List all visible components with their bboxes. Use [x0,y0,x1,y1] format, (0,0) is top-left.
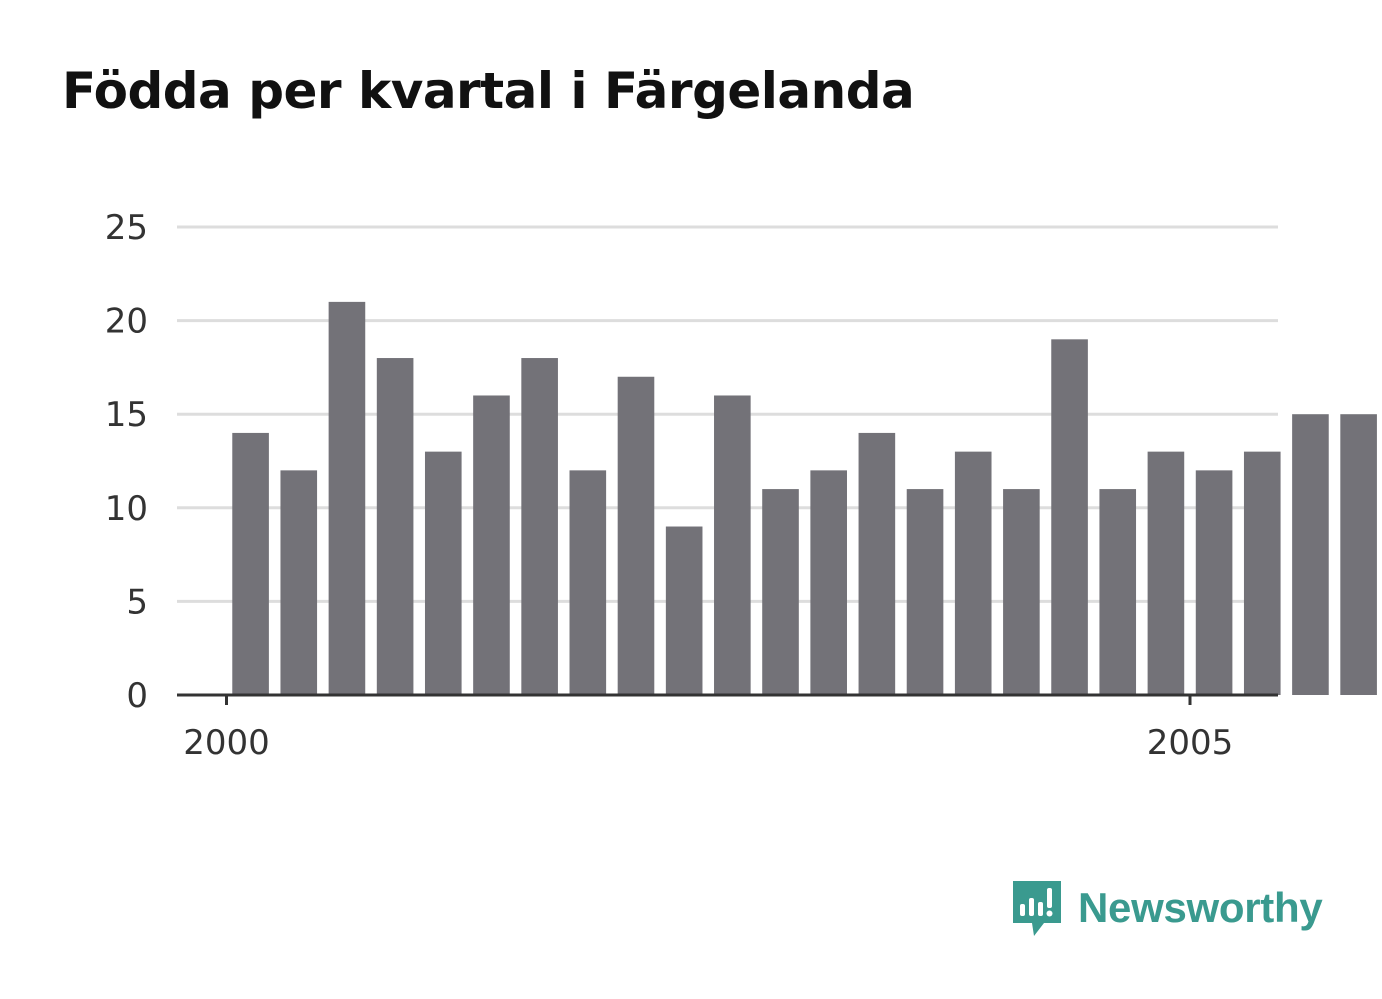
bar [1003,489,1040,695]
bar [810,470,847,695]
bar [954,451,992,695]
y-tick-label: 15 [105,395,148,435]
bar [424,451,462,695]
bar [232,432,269,695]
bar [762,489,799,695]
newsworthy-logo-icon [1013,881,1061,936]
bar [1340,414,1377,695]
bar [665,526,703,695]
bar [1099,489,1137,695]
y-tick-label: 20 [105,302,148,342]
bars [232,301,1377,695]
y-tick-label: 10 [105,489,148,529]
bar [714,395,751,695]
y-axis-ticks: 0 5 10 15 20 25 [105,208,148,716]
y-tick-label: 25 [105,208,148,248]
x-tick-label: 2005 [1147,723,1234,763]
bar [376,358,414,695]
brand-logo: Newsworthy [1010,878,1323,938]
bar [473,395,510,695]
bar [1243,451,1281,695]
bar [1051,339,1088,695]
y-tick-label: 0 [126,676,148,716]
bar [1147,451,1185,695]
chart-title: Födda per kvartal i Färgelanda [62,62,915,120]
bar [569,470,607,695]
bar [906,489,944,695]
bar [1195,470,1233,695]
bar [280,470,318,695]
y-tick-label: 5 [126,582,148,622]
x-axis: 200020052010201520202025 [177,693,1278,763]
brand-name: Newsworthy [1078,884,1323,931]
bar [1292,414,1329,695]
bar [521,358,558,695]
bar [858,432,896,695]
bar [328,301,366,695]
x-tick-label: 2000 [183,723,270,763]
bar [617,376,655,695]
